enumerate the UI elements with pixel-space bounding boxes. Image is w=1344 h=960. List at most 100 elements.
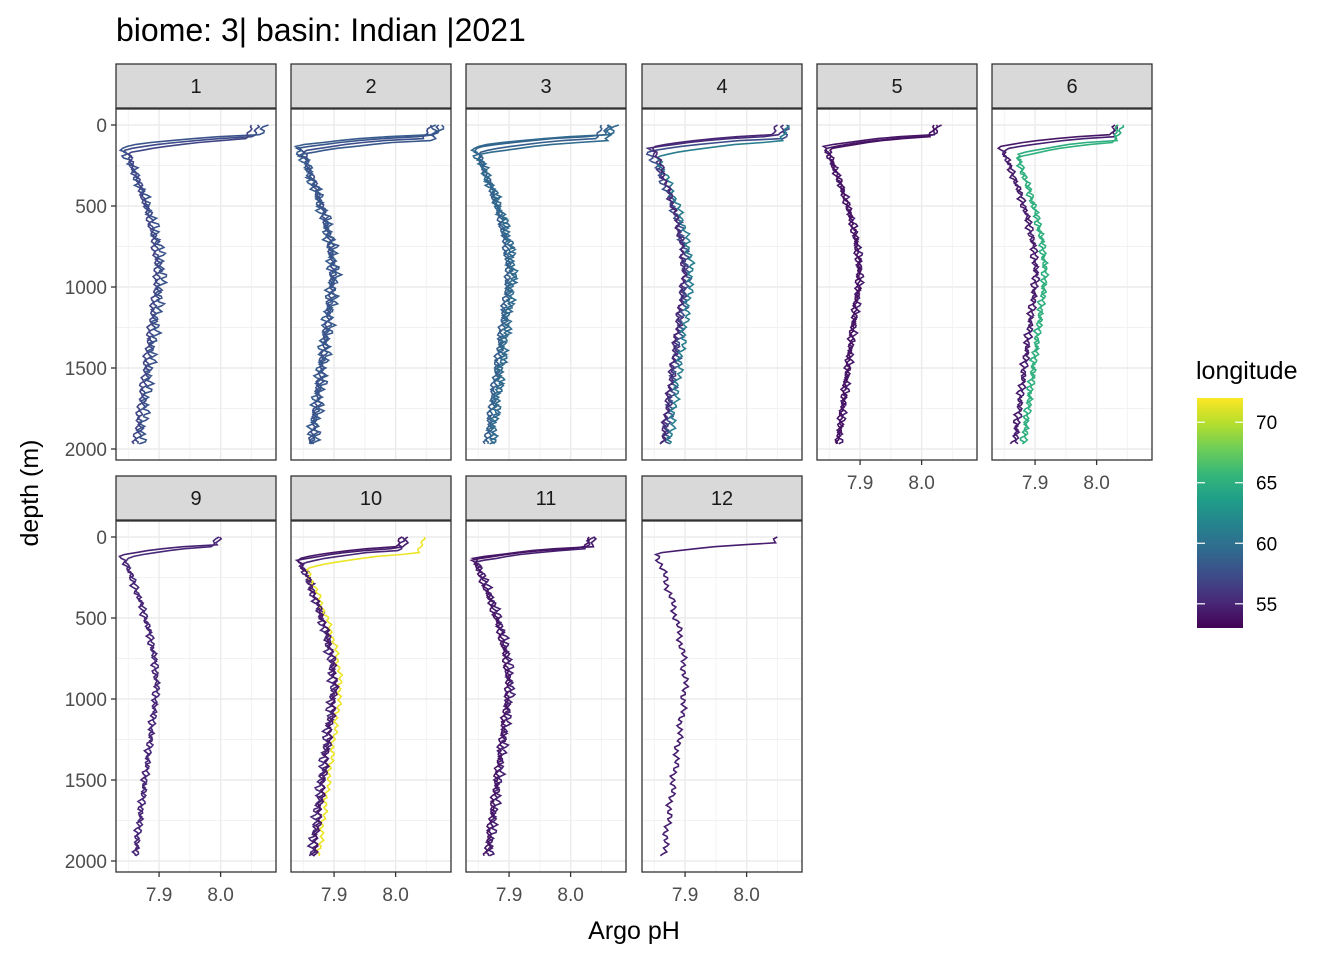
- x-tick-label: 8.0: [908, 473, 934, 494]
- y-tick-label: 1000: [65, 278, 107, 299]
- facet-strip-label: 10: [360, 488, 382, 510]
- profile-lines: [996, 124, 1125, 445]
- y-tick-label: 1500: [65, 359, 107, 380]
- profile-line: [653, 536, 778, 857]
- profile-line: [297, 536, 403, 857]
- profile-line: [118, 124, 269, 445]
- colorbar-gradient: [1197, 398, 1243, 628]
- x-tick-label: 7.9: [146, 885, 172, 906]
- y-tick-label: 0: [96, 528, 107, 549]
- grid-lines: [642, 109, 802, 460]
- x-tick-label: 7.9: [321, 885, 347, 906]
- facet-strip: [641, 475, 803, 521]
- grid-lines: [291, 521, 451, 872]
- facet-strip-label: 6: [1066, 76, 1077, 98]
- facet-panel-9: 9 0 500 1000 1500 2000 7.9 8.0: [65, 475, 277, 906]
- facet-strip-label: 11: [536, 488, 557, 510]
- grid-lines: [642, 521, 802, 872]
- panel-background: [992, 109, 1152, 460]
- x-tick-label: 7.9: [1022, 473, 1048, 494]
- colorbar-label: 55: [1256, 595, 1277, 616]
- facet-strip: [115, 63, 277, 109]
- panel-border: [465, 520, 627, 873]
- chart-title: biome: 3| basin: Indian |2021: [116, 12, 526, 48]
- profile-lines: [653, 536, 778, 857]
- facet-strip-label: 9: [190, 488, 201, 510]
- y-tick-label: 500: [75, 197, 107, 218]
- x-tick-label: 8.0: [382, 885, 408, 906]
- profile-line: [472, 536, 595, 857]
- profile-lines: [645, 124, 790, 445]
- facet-strip: [465, 63, 627, 109]
- facet-panel-12: 12 7.9 8.0: [641, 475, 803, 906]
- facet-strip-label: 12: [711, 488, 733, 510]
- facet-strip-label: 4: [716, 76, 727, 98]
- panel-border: [115, 520, 277, 873]
- x-tick-label: 7.9: [672, 885, 698, 906]
- panel-border: [115, 108, 277, 461]
- facet-panel-2: 2: [290, 63, 452, 461]
- y-tick-label: 1000: [65, 690, 107, 711]
- x-tick-label: 7.9: [496, 885, 522, 906]
- facet-strip-label: 3: [540, 76, 551, 98]
- facet-strip-label: 2: [365, 76, 376, 98]
- facet-panel-1: 1 0 500 1000 1500 2000: [65, 63, 277, 461]
- profile-line: [469, 536, 590, 857]
- x-tick-label: 7.9: [847, 473, 873, 494]
- legend: longitude 70 65 60 55: [1196, 357, 1297, 628]
- y-axis-title: depth (m): [16, 440, 44, 547]
- x-tick-label: 8.0: [557, 885, 583, 906]
- facet-panel-10: 10 7.9 8.0: [290, 475, 452, 906]
- facet-strip: [465, 475, 627, 521]
- y-tick-label: 1500: [65, 771, 107, 792]
- profile-lines: [118, 124, 269, 445]
- facet-panel-11: 11 7.9 8.0: [465, 475, 627, 906]
- profile-line: [655, 124, 790, 445]
- profile-line: [305, 536, 426, 857]
- y-tick-label: 500: [75, 609, 107, 630]
- legend-title: longitude: [1196, 357, 1297, 385]
- profile-line: [127, 124, 253, 445]
- facet-strip: [290, 475, 452, 521]
- profile-line: [475, 124, 613, 445]
- x-tick-label: 8.0: [733, 885, 759, 906]
- panel-border: [641, 520, 803, 873]
- panel-border: [290, 108, 452, 461]
- profile-line: [1001, 124, 1118, 445]
- facet-strip-label: 1: [190, 76, 201, 98]
- profile-line: [823, 124, 942, 445]
- profile-line: [293, 124, 445, 445]
- facet-panel-5: 5 7.9 8.0: [816, 63, 978, 494]
- x-tick-label: 8.0: [1083, 473, 1109, 494]
- panel-border: [991, 108, 1153, 461]
- panel-border: [816, 108, 978, 461]
- profile-line: [1015, 124, 1125, 445]
- grid-lines: [466, 109, 626, 460]
- colorbar-label: 65: [1256, 474, 1277, 495]
- facet-strip: [816, 63, 978, 109]
- x-axis-title: Argo pH: [588, 917, 680, 945]
- profile-line: [1015, 124, 1119, 445]
- profile-lines: [293, 124, 445, 445]
- profile-line: [651, 124, 778, 445]
- grid-lines: [291, 109, 451, 460]
- facet-strip-label: 5: [891, 76, 902, 98]
- profile-lines: [821, 124, 942, 445]
- profile-lines: [469, 536, 598, 857]
- profile-line: [828, 124, 936, 445]
- facet-panel-4: 4: [641, 63, 803, 461]
- panel-border: [465, 108, 627, 461]
- panel-border: [290, 520, 452, 873]
- colorbar-label: 60: [1256, 534, 1277, 555]
- facet-strip: [115, 475, 277, 521]
- profile-line: [298, 536, 406, 857]
- facet-panel-6: 6 7.9 8.0: [991, 63, 1153, 494]
- profile-line: [124, 536, 220, 857]
- profile-line: [996, 124, 1117, 445]
- facet-strip: [641, 63, 803, 109]
- y-tick-label: 2000: [65, 440, 107, 461]
- facet-strip: [290, 63, 452, 109]
- colorbar-label: 70: [1256, 413, 1277, 434]
- facet-panels: 10 500 1000 1500 2000 2 3 4 5 7.9 8.0 6 7.9 8.0 9 0 500 1…: [65, 63, 1153, 906]
